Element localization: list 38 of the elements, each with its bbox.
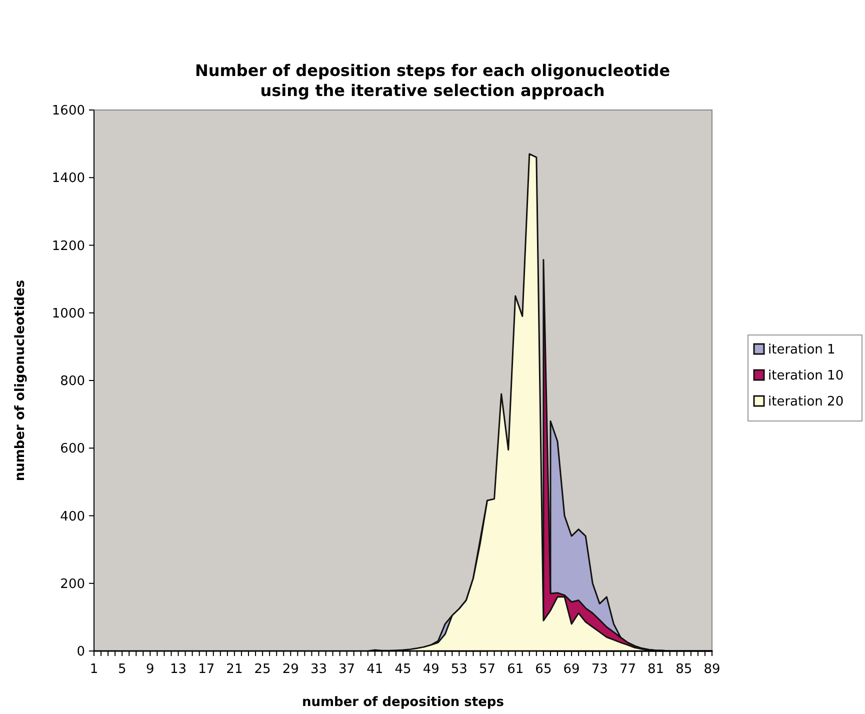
x-tick-label: 57 [479, 662, 496, 677]
legend-label: iteration 10 [768, 368, 844, 384]
x-tick-label: 41 [366, 662, 384, 677]
y-tick-label: 1400 [52, 171, 85, 186]
x-tick-label: 21 [226, 662, 243, 677]
y-tick-label: 1200 [52, 238, 85, 254]
x-tick-label: 5 [118, 662, 126, 677]
x-tick-label: 33 [310, 662, 327, 677]
x-tick-label: 69 [563, 662, 580, 677]
x-tick-label: 61 [507, 662, 524, 677]
x-tick-label: 17 [198, 662, 215, 677]
legend-label: iteration 1 [768, 342, 836, 358]
x-tick-label: 49 [422, 662, 440, 677]
x-tick-label: 89 [704, 662, 720, 677]
x-tick-label: 65 [535, 662, 552, 677]
x-tick-label: 81 [648, 662, 664, 677]
x-tick-label: 85 [676, 662, 692, 677]
y-tick-label: 200 [60, 576, 85, 592]
legend-label: iteration 20 [768, 394, 844, 410]
y-tick-label: 1600 [52, 104, 85, 119]
y-tick-label: 600 [60, 442, 85, 457]
x-tick-label: 45 [394, 662, 412, 677]
x-tick-label: 73 [591, 662, 608, 677]
x-tick-label: 25 [254, 662, 271, 677]
y-tick-label: 1000 [52, 306, 85, 322]
x-tick-label: 37 [338, 662, 356, 677]
x-axis-title: number of deposition steps [302, 695, 504, 710]
y-axis-title: number of oligonucleotides [13, 280, 28, 482]
x-tick-label: 29 [282, 662, 299, 677]
y-tick-label: 800 [60, 374, 85, 390]
x-tick-label: 77 [619, 662, 636, 677]
x-tick-label: 13 [170, 662, 187, 677]
y-tick-label: 400 [60, 509, 85, 524]
x-tick-label: 53 [450, 662, 468, 677]
x-tick-label: 9 [146, 662, 154, 677]
y-tick-label: 0 [76, 644, 85, 660]
x-tick-label: 1 [90, 662, 98, 677]
chart-title: Number of deposition steps for each oligonucleotide using the iterative selection approach [194, 61, 670, 100]
